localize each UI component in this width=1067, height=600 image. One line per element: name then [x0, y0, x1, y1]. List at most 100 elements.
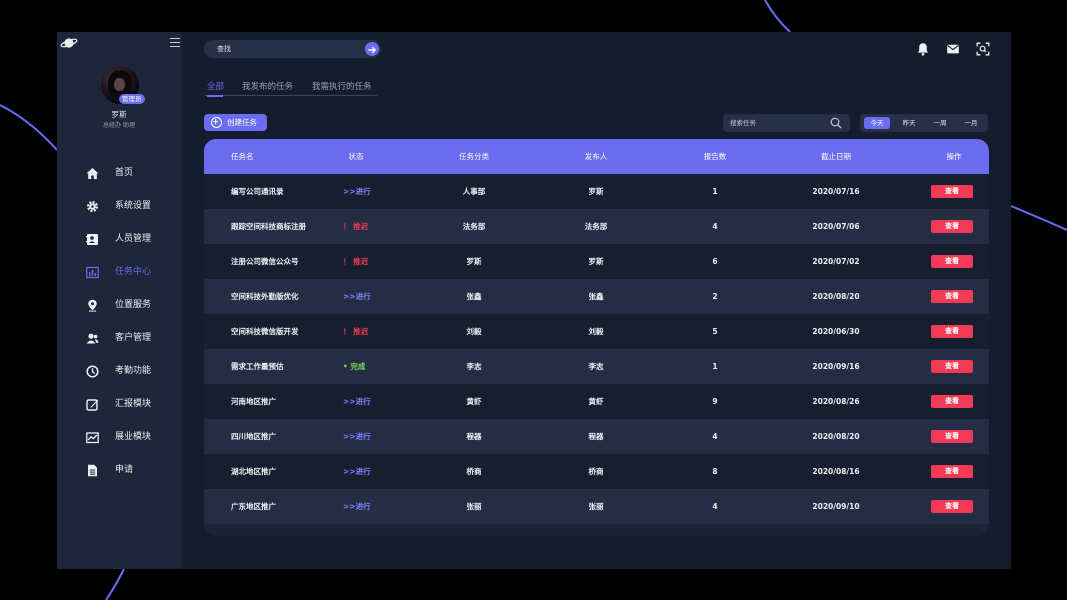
app-window: 管理员 罗斯 总经办 助理 首页 系统设置 人员管理 任务中心 位置服务 [57, 32, 1011, 569]
scan-icon[interactable] [976, 42, 990, 56]
sidebar-item-home[interactable]: 首页 [57, 157, 181, 190]
sidebar-item-settings[interactable]: 系统设置 [57, 190, 181, 223]
status-cell: >>进行 [343, 432, 371, 441]
sidebar-item-reports[interactable]: 汇报模块 [57, 388, 181, 421]
category-cell: 法务部 [462, 222, 486, 231]
table-row[interactable]: 空间科技微信版开发 ！ 推迟 刘毅 刘毅 5 2020/06/30 查看 [204, 314, 989, 349]
plus-icon [211, 117, 222, 128]
table-row[interactable]: 跟踪空间科技商标注册 ！ 推迟 法务部 法务部 4 2020/07/06 查看 [204, 209, 989, 244]
category-cell: 程器 [466, 432, 482, 441]
status-cell: • 完成 [343, 362, 366, 371]
table-row[interactable]: 河南地区推广 >>进行 黄虾 黄虾 9 2020/08/26 查看 [204, 384, 989, 419]
sidebar-item-label: 考勤功能 [115, 366, 152, 376]
task-name-cell: 四川地区推广 [231, 432, 276, 441]
sidebar-item-label: 展业模块 [115, 432, 152, 442]
view-button[interactable]: 查看 [931, 500, 973, 513]
sidebar-item-location[interactable]: 位置服务 [57, 289, 181, 322]
task-name-cell: 湖北地区推广 [231, 467, 276, 476]
sidebar-item-business[interactable]: 展业模块 [57, 421, 181, 454]
task-search-input[interactable]: 搜索任务 [723, 114, 850, 132]
table-row[interactable]: 广东地区推广 >>进行 张丽 张丽 4 2020/09/10 查看 [204, 489, 989, 524]
range-yesterday[interactable]: 昨天 [902, 119, 916, 127]
search-submit-button[interactable] [365, 42, 379, 56]
tab-all[interactable]: 全部 [207, 82, 225, 92]
sidebar-nav: 首页 系统设置 人员管理 任务中心 位置服务 客户管理 [57, 157, 181, 487]
view-button[interactable]: 查看 [931, 185, 973, 198]
user-role: 总经办 助理 [103, 122, 135, 129]
tab-to-execute[interactable]: 我需执行的任务 [312, 82, 372, 92]
bell-icon[interactable] [916, 42, 930, 56]
report-count-cell: 2 [712, 292, 718, 301]
column-header: 任务名 [231, 152, 254, 161]
date-range-selector: 今天 昨天 一周 一月 [860, 114, 988, 132]
view-button[interactable]: 查看 [931, 220, 973, 233]
publisher-cell: 法务部 [584, 222, 608, 231]
category-cell: 人事部 [462, 187, 486, 196]
deadline-cell: 2020/08/26 [812, 397, 860, 406]
range-month[interactable]: 一月 [964, 119, 978, 127]
sidebar-item-attendance[interactable]: 考勤功能 [57, 355, 181, 388]
status-cell: >>进行 [343, 292, 371, 301]
publisher-cell: 黄虾 [588, 397, 604, 406]
deadline-cell: 2020/08/20 [812, 292, 860, 301]
sidebar-item-personnel[interactable]: 人员管理 [57, 223, 181, 256]
sidebar-item-apply[interactable]: 申请 [57, 454, 181, 487]
view-button[interactable]: 查看 [931, 290, 973, 303]
category-cell: 张丽 [466, 502, 482, 511]
location-pin-icon [88, 299, 97, 312]
sidebar: 管理员 罗斯 总经办 助理 首页 系统设置 人员管理 任务中心 位置服务 [57, 32, 181, 569]
column-header: 报告数 [703, 152, 727, 161]
category-cell: 黄虾 [466, 397, 482, 406]
sidebar-item-label: 人员管理 [115, 234, 152, 244]
task-name-cell: 跟踪空间科技商标注册 [231, 222, 306, 231]
user-name: 罗斯 [111, 110, 127, 119]
view-button[interactable]: 查看 [931, 395, 973, 408]
view-button[interactable]: 查看 [931, 325, 973, 338]
sidebar-item-customers[interactable]: 客户管理 [57, 322, 181, 355]
range-today[interactable]: 今天 [864, 117, 890, 129]
table-row[interactable]: 需求工作量预估 • 完成 李志 李志 1 2020/09/16 查看 [204, 349, 989, 384]
task-name-cell: 编写公司通讯录 [231, 187, 284, 196]
edit-icon [86, 399, 99, 411]
column-header: 发布人 [584, 152, 608, 161]
trend-icon [86, 432, 99, 444]
deadline-cell: 2020/06/30 [812, 327, 860, 336]
deadline-cell: 2020/07/02 [812, 257, 860, 266]
clock-icon [86, 365, 99, 378]
view-button[interactable]: 查看 [931, 255, 973, 268]
category-cell: 刘毅 [466, 327, 482, 336]
tab-published[interactable]: 我发布的任务 [242, 82, 294, 92]
task-name-cell: 需求工作量预估 [231, 362, 284, 371]
deadline-cell: 2020/07/16 [812, 187, 860, 196]
planet-logo-icon [60, 38, 78, 48]
create-task-button[interactable]: 创建任务 [204, 114, 267, 131]
global-search-input[interactable]: 查找 [204, 40, 381, 58]
mail-icon[interactable] [946, 42, 960, 56]
table-row[interactable]: 湖北地区推广 >>进行 桥商 桥商 8 2020/08/16 查看 [204, 454, 989, 489]
deadline-cell: 2020/08/20 [812, 432, 860, 441]
sidebar-item-label: 位置服务 [115, 300, 152, 310]
report-count-cell: 5 [712, 327, 718, 336]
menu-toggle-icon[interactable] [170, 38, 180, 47]
sidebar-item-task-center[interactable]: 任务中心 [57, 256, 181, 289]
search-icon[interactable] [830, 117, 842, 129]
view-button[interactable]: 查看 [931, 430, 973, 443]
task-search-placeholder: 搜索任务 [730, 119, 756, 127]
table-row[interactable]: 空间科技外勤版优化 >>进行 张鑫 张鑫 2 2020/08/20 查看 [204, 279, 989, 314]
task-name-cell: 空间科技外勤版优化 [231, 292, 299, 301]
status-cell: ！ 推迟 [343, 222, 369, 231]
publisher-cell: 张丽 [588, 502, 604, 511]
publisher-cell: 李志 [588, 362, 604, 371]
publisher-cell: 罗斯 [588, 257, 604, 266]
users-icon [86, 333, 99, 344]
view-button[interactable]: 查看 [931, 465, 973, 478]
view-button[interactable]: 查看 [931, 360, 973, 373]
range-week[interactable]: 一周 [933, 119, 947, 127]
report-count-cell: 4 [712, 432, 718, 441]
category-cell: 罗斯 [466, 257, 482, 266]
table-row[interactable]: 编写公司通讯录 >>进行 人事部 罗斯 1 2020/07/16 查看 [204, 174, 989, 209]
report-count-cell: 8 [712, 467, 718, 476]
sidebar-item-label: 首页 [115, 168, 134, 178]
table-row[interactable]: 四川地区推广 >>进行 程器 程器 4 2020/08/20 查看 [204, 419, 989, 454]
table-row[interactable]: 注册公司微信公众号 ！ 推迟 罗斯 罗斯 6 2020/07/02 查看 [204, 244, 989, 279]
